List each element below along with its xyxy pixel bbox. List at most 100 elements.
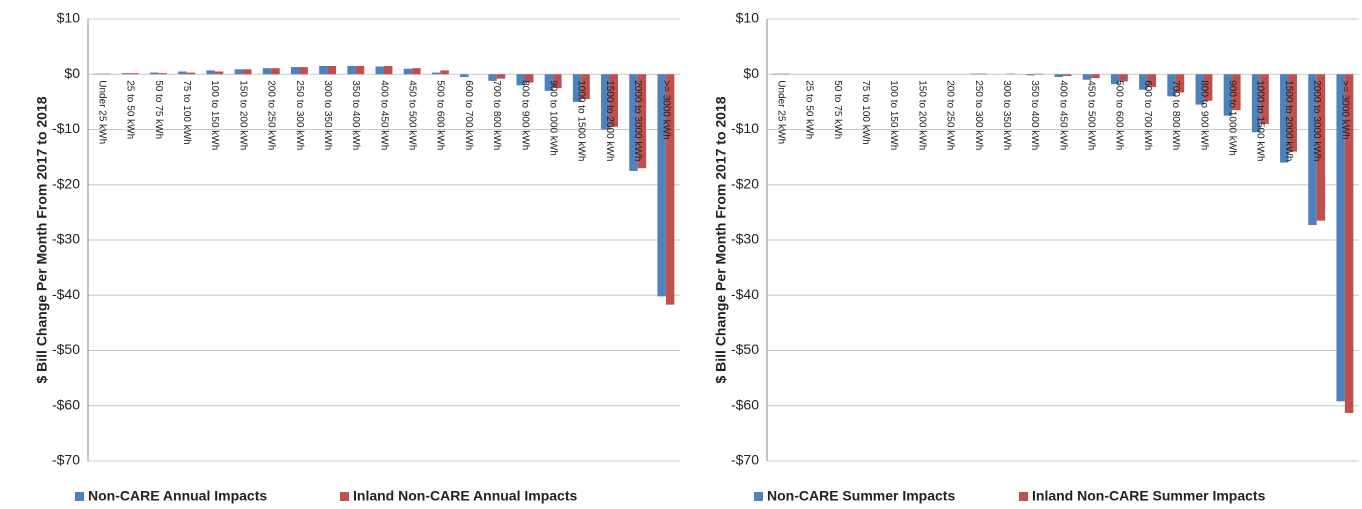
bar — [665, 74, 675, 305]
y-tick-label: $10 — [736, 10, 760, 26]
y-tick-label: -$10 — [731, 120, 759, 136]
x-tick-label: 700 to 800 kWh — [491, 80, 502, 150]
bar — [243, 69, 252, 75]
x-tick-label: 1500 to 2000 kWh — [1283, 80, 1294, 161]
x-tick-label: 200 to 250 kWh — [945, 80, 956, 150]
y-tick-label: -$70 — [731, 452, 759, 468]
bar — [206, 70, 215, 75]
bar — [403, 68, 413, 75]
y-tick-label: -$60 — [52, 396, 80, 412]
x-tick-label: 500 to 600 kWh — [1114, 80, 1125, 150]
bar — [460, 74, 469, 78]
y-tick-label: -$10 — [52, 120, 80, 136]
x-tick-label: 100 to 150 kWh — [888, 80, 899, 150]
bar — [1034, 73, 1044, 75]
x-tick-label: 600 to 700 kWh — [1142, 80, 1153, 150]
bar — [1082, 74, 1092, 80]
x-tick-label: Under 25 kWh — [96, 80, 107, 144]
bar — [488, 74, 497, 81]
legend-swatch — [75, 492, 84, 501]
bar — [262, 68, 272, 75]
bar — [214, 71, 224, 75]
x-tick-label: Under 25 kWh — [775, 80, 786, 144]
x-tick-label: 75 to 100 kWh — [860, 80, 871, 144]
legend-swatch — [1019, 492, 1028, 501]
y-axis-label: $ Bill Change Per Month From 2017 to 201… — [713, 96, 729, 383]
x-tick-label: 25 to 50 kWh — [804, 80, 815, 139]
bar — [496, 74, 506, 79]
x-tick-label: 150 to 200 kWh — [237, 80, 248, 150]
bar — [609, 74, 618, 127]
y-tick-label: $0 — [64, 65, 80, 81]
y-tick-label: -$20 — [731, 175, 759, 191]
x-tick-label: 300 to 350 kWh — [1001, 80, 1012, 150]
bar — [347, 65, 356, 75]
bar — [524, 74, 534, 83]
bar — [1232, 74, 1241, 111]
x-tick-label: 250 to 300 kWh — [973, 80, 984, 150]
bar — [1308, 74, 1317, 226]
bar — [327, 65, 337, 75]
bar — [431, 72, 441, 75]
bar — [601, 74, 610, 130]
x-tick-label: >= 3000 kWh — [1339, 80, 1350, 139]
bar — [375, 66, 384, 75]
bar — [93, 73, 103, 75]
bar — [1006, 73, 1016, 75]
bar — [102, 73, 111, 75]
bar — [1280, 74, 1289, 163]
x-tick-label: 800 to 900 kWh — [519, 80, 530, 150]
bar — [150, 72, 159, 75]
x-tick-label: 400 to 450 kWh — [378, 80, 389, 150]
bar — [581, 74, 590, 100]
bar — [1344, 74, 1354, 413]
bar — [1251, 74, 1261, 133]
bar — [1147, 74, 1157, 87]
y-tick-label: -$50 — [731, 341, 759, 357]
bar — [1110, 74, 1120, 85]
bar — [1091, 74, 1100, 79]
x-tick-label: 450 to 500 kWh — [407, 80, 418, 150]
bar — [1223, 74, 1233, 116]
x-tick-label: 150 to 200 kWh — [916, 80, 927, 150]
y-tick-label: -$60 — [731, 396, 759, 412]
bar — [1195, 74, 1204, 105]
bar — [772, 73, 782, 75]
bar — [1260, 74, 1269, 124]
bar — [1316, 74, 1326, 221]
bar — [978, 73, 987, 75]
legend-swatch — [754, 492, 763, 501]
bar — [572, 74, 582, 102]
x-tick-label: 250 to 300 kWh — [294, 80, 305, 150]
bar — [1203, 74, 1213, 101]
x-tick-label: 50 to 75 kWh — [153, 80, 164, 139]
x-tick-label: 100 to 150 kWh — [209, 80, 220, 150]
legend-swatch — [340, 492, 349, 501]
bar — [1336, 74, 1345, 402]
y-tick-label: $0 — [743, 65, 759, 81]
y-tick-label: -$40 — [52, 286, 80, 302]
bar — [178, 71, 187, 75]
bar — [234, 69, 244, 75]
legend-label: Inland Non-CARE Summer Impacts — [1032, 488, 1266, 504]
y-tick-label: -$30 — [731, 231, 759, 247]
x-tick-label: 200 to 250 kWh — [266, 80, 277, 150]
bar — [637, 74, 647, 169]
bar — [629, 74, 638, 171]
bar — [158, 73, 167, 75]
bar — [319, 65, 328, 75]
bar — [1063, 74, 1072, 76]
y-axis-label: $ Bill Change Per Month From 2017 to 201… — [34, 96, 50, 383]
bar — [544, 74, 554, 91]
legend-label: Non-CARE Summer Impacts — [767, 488, 955, 504]
bar — [1288, 74, 1297, 152]
bar — [440, 70, 449, 75]
legend-label: Non-CARE Annual Impacts — [88, 488, 267, 504]
x-tick-label: 800 to 900 kWh — [1198, 80, 1209, 150]
bar — [412, 68, 421, 75]
x-tick-label: 450 to 500 kWh — [1086, 80, 1097, 150]
bar — [130, 73, 139, 75]
bar — [121, 73, 131, 75]
x-tick-label: 50 to 75 kWh — [832, 80, 843, 139]
